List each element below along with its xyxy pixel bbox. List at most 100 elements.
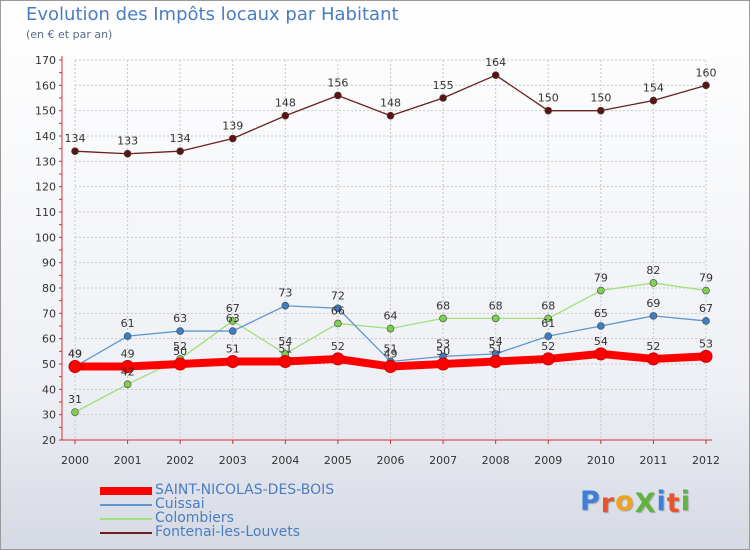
chart-subtitle: (en € et par an) [26,28,113,41]
data-label-cuissai: 61 [121,317,135,330]
point-saint-nicolas-des-bois [278,354,292,368]
data-label-cuissai: 65 [594,307,608,320]
data-label-fontenai-les-louvets: 134 [65,132,86,145]
y-tick-label: 70 [42,307,56,320]
data-label-fontenai-les-louvets: 133 [117,135,138,148]
data-label-colombiers: 42 [121,365,135,378]
x-tick-label: 2001 [114,454,142,467]
data-label-fontenai-les-louvets: 164 [485,56,506,69]
x-tick-label: 2005 [324,454,352,467]
y-tick-label: 110 [35,206,56,219]
data-labels: 134 133 134 139 148 156 148 155 164 150 150 154 160 3… [65,56,717,406]
y-tick-label: 80 [42,282,56,295]
point-saint-nicolas-des-bois [489,354,503,368]
point-fontenai-les-louvets [491,71,500,79]
point-colombiers [597,286,605,295]
legend-label: Colombiers [155,510,234,526]
data-label-saint-nicolas-des-bois: 50 [173,345,187,358]
point-cuissai [702,317,710,325]
point-saint-nicolas-des-bois [384,360,397,374]
data-label-colombiers: 52 [173,340,187,353]
point-saint-nicolas-des-bois [331,352,345,366]
data-label-colombiers: 31 [68,393,82,406]
x-tick-label: 2004 [271,454,299,467]
data-label-saint-nicolas-des-bois: 50 [436,345,450,358]
point-colombiers [386,324,395,333]
point-fontenai-les-louvets [702,81,710,90]
data-label-saint-nicolas-des-bois: 52 [331,340,345,353]
data-label-cuissai: 63 [173,312,187,325]
data-label-fontenai-les-louvets: 156 [327,76,348,89]
data-label-colombiers: 66 [331,304,345,317]
x-tick-label: 2002 [166,454,194,467]
point-cuissai [123,332,132,340]
data-label-saint-nicolas-des-bois: 51 [489,342,503,355]
point-fontenai-les-louvets [71,147,79,155]
y-tick-label: 40 [42,383,56,396]
point-fontenai-les-louvets [597,106,605,115]
data-label-cuissai: 54 [489,335,503,348]
data-label-fontenai-les-louvets: 154 [643,82,664,95]
point-saint-nicolas-des-bois [699,349,713,363]
data-label-cuissai: 69 [646,297,660,310]
legend-swatch [100,487,152,495]
data-label-saint-nicolas-des-bois: 52 [541,340,555,353]
x-tick-label: 2008 [482,454,510,467]
data-label-saint-nicolas-des-bois: 49 [121,348,135,361]
data-label-fontenai-les-louvets: 139 [222,120,243,133]
data-label-fontenai-les-louvets: 150 [590,92,611,105]
data-label-cuissai: 73 [278,287,292,300]
y-tick-label: 160 [35,79,56,92]
data-label-colombiers: 68 [541,299,555,312]
point-fontenai-les-louvets [439,94,447,102]
proxiti-logo: ProXiti [580,486,691,519]
data-label-saint-nicolas-des-bois: 49 [384,348,398,361]
chart-title: Evolution des Impôts locaux par Habitant [26,4,399,25]
data-label-cuissai: 63 [226,312,240,325]
data-label-colombiers: 68 [436,299,450,312]
data-label-cuissai: 51 [384,342,398,355]
legend-swatch [100,532,152,534]
y-tick-label: 30 [42,409,56,422]
y-tick-label: 120 [35,181,56,194]
data-label-fontenai-les-louvets: 148 [380,97,401,110]
data-label-colombiers: 67 [226,302,240,315]
data-label-cuissai: 61 [541,317,555,330]
y-tick-label: 150 [35,105,56,118]
point-colombiers [649,279,658,287]
point-cuissai [281,301,290,310]
data-label-cuissai: 67 [699,302,713,315]
point-colombiers [702,286,710,295]
point-cuissai [597,322,605,330]
y-tick-label: 140 [35,130,56,143]
point-saint-nicolas-des-bois [436,357,450,371]
x-tick-label: 2010 [587,454,615,467]
grid-lines [74,59,707,441]
y-tick-label: 60 [42,333,56,346]
point-fontenai-les-louvets [281,111,290,120]
x-tick-label: 2000 [61,454,89,467]
y-tick-label: 50 [42,358,56,371]
point-saint-nicolas-des-bois [121,360,135,374]
data-label-colombiers: 64 [384,310,398,323]
point-cuissai [334,304,342,313]
legend-swatch [100,518,152,520]
y-tick-label: 100 [35,231,56,244]
point-cuissai [176,327,184,335]
data-label-cuissai: 49 [68,348,82,361]
data-label-saint-nicolas-des-bois: 52 [646,340,660,353]
point-fontenai-les-louvets [649,96,658,105]
point-colombiers [334,319,342,328]
data-label-colombiers: 79 [594,272,608,285]
legend-label: Fontenai-les-Louvets [155,524,301,540]
point-colombiers [123,380,132,389]
data-label-saint-nicolas-des-bois: 54 [594,335,608,348]
data-label-colombiers: 54 [278,335,292,348]
data-label-colombiers: 68 [489,299,503,312]
point-fontenai-les-louvets [176,147,184,155]
point-cuissai [228,327,237,335]
data-label-colombiers: 79 [699,272,713,285]
point-fontenai-les-louvets [544,106,553,115]
legend-swatch [100,504,152,506]
